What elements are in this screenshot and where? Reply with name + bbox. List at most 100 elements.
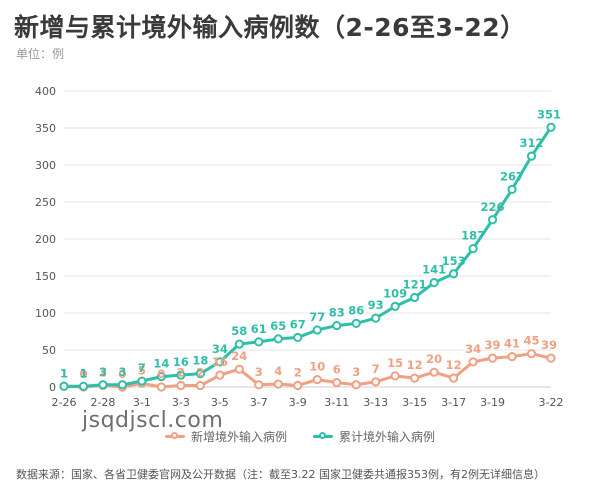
- x-tick-label: 3-13: [363, 396, 388, 409]
- data-label-cumulative: 65: [270, 319, 286, 333]
- data-label-new: 20: [426, 352, 442, 366]
- data-label-cumulative: 14: [153, 357, 169, 371]
- data-label-cumulative: 312: [520, 136, 544, 150]
- data-point-new: [507, 352, 517, 362]
- data-label-cumulative: 77: [309, 310, 325, 324]
- data-point-new: [546, 353, 556, 363]
- x-tick-label: 3-19: [480, 396, 505, 409]
- data-point-cumulative: [59, 381, 69, 391]
- data-label-cumulative: 109: [383, 286, 407, 300]
- data-point-cumulative: [78, 381, 89, 391]
- data-label-new: 10: [309, 360, 325, 374]
- data-label-new: 0: [157, 367, 165, 381]
- data-label-cumulative: 1: [60, 366, 68, 380]
- data-point-cumulative: [234, 339, 244, 349]
- x-tick-label: 3-3: [172, 396, 190, 409]
- data-label-new: 39: [485, 338, 501, 352]
- data-point-new: [332, 377, 342, 388]
- legend-label-cumulative: 累计境外输入病例: [339, 430, 436, 444]
- data-label-cumulative: 93: [368, 298, 384, 312]
- data-label-new: 45: [524, 334, 540, 348]
- data-point-new: [526, 349, 537, 359]
- data-point-cumulative: [351, 318, 361, 328]
- data-label-cumulative: 34: [212, 342, 228, 356]
- data-label-cumulative: 153: [442, 254, 466, 268]
- data-point-cumulative: [312, 325, 322, 335]
- y-tick-label: 200: [35, 233, 56, 246]
- data-label-cumulative: 267: [500, 169, 524, 183]
- data-label-cumulative: 58: [231, 324, 247, 338]
- data-point-cumulative: [449, 269, 459, 279]
- data-label-cumulative: 1: [79, 366, 87, 380]
- y-tick-label: 50: [42, 344, 56, 357]
- chart-title: 新增与累计境外输入病例数（2-26至3-22）: [14, 13, 526, 42]
- data-label-new: 24: [231, 349, 247, 363]
- data-point-cumulative: [117, 380, 128, 390]
- y-tick-label: 0: [49, 381, 56, 394]
- x-tick-label: 2-26: [52, 396, 77, 409]
- data-label-new: 39: [541, 338, 557, 352]
- legend-swatch-new: [165, 432, 185, 439]
- y-tick-label: 400: [35, 85, 56, 98]
- data-label-cumulative: 3: [118, 365, 126, 379]
- data-point-cumulative: [468, 244, 478, 254]
- y-tick-label: 350: [35, 122, 56, 135]
- data-point-new: [234, 364, 244, 374]
- data-label-new: 2: [294, 366, 302, 380]
- data-point-cumulative: [273, 334, 283, 344]
- data-label-new: 6: [333, 363, 341, 377]
- x-tick-label: 3-1: [133, 396, 151, 409]
- data-label-new: 3: [352, 365, 360, 379]
- watermark: jsqdjscl.com: [82, 408, 224, 433]
- data-label-new: 12: [446, 358, 462, 372]
- data-point-cumulative: [215, 357, 225, 367]
- data-label-cumulative: 18: [192, 354, 208, 368]
- data-label-new: 4: [274, 364, 282, 378]
- data-point-new: [487, 353, 498, 363]
- data-label-new: 2: [177, 366, 185, 380]
- data-point-cumulative: [390, 301, 400, 311]
- data-label-cumulative: 86: [348, 303, 364, 317]
- data-label-cumulative: 187: [461, 229, 485, 243]
- data-point-new: [273, 379, 283, 389]
- data-point-cumulative: [176, 370, 186, 380]
- legend-item-new: 新增境外输入病例: [165, 428, 287, 445]
- chart-legend: 新增境外输入病例 累计境外输入病例: [165, 428, 435, 445]
- x-tick-label: 3-11: [324, 396, 349, 409]
- data-label-new: 2: [196, 366, 204, 380]
- data-point-cumulative: [293, 332, 303, 343]
- data-point-cumulative: [507, 184, 517, 195]
- x-tick-label: 3-22: [539, 396, 564, 409]
- data-label-cumulative: 16: [173, 355, 189, 369]
- data-label-new: 15: [387, 356, 403, 370]
- data-point-new: [410, 373, 420, 383]
- x-tick-label: 3-17: [441, 396, 466, 409]
- data-point-new: [176, 380, 186, 391]
- data-label-new: 7: [372, 362, 380, 376]
- x-tick-label: 3-5: [211, 396, 229, 409]
- data-label-new: 0: [118, 367, 126, 381]
- data-label-cumulative: 141: [422, 263, 446, 277]
- y-tick-label: 150: [35, 270, 56, 283]
- data-point-cumulative: [195, 369, 205, 379]
- data-label-cumulative: 67: [290, 317, 306, 331]
- data-label-cumulative: 7: [138, 361, 146, 375]
- y-tick-label: 300: [35, 159, 56, 172]
- data-point-new: [429, 367, 439, 377]
- data-point-cumulative: [371, 313, 381, 323]
- data-label-new: 34: [465, 342, 481, 356]
- y-tick-label: 250: [35, 196, 56, 209]
- data-point-new: [215, 370, 225, 380]
- data-point-new: [254, 380, 264, 390]
- data-point-cumulative: [546, 122, 556, 132]
- data-label-new: 16: [212, 355, 228, 369]
- unit-label: 单位：例: [16, 47, 65, 61]
- data-point-new: [312, 375, 322, 385]
- data-label-cumulative: 121: [403, 277, 427, 291]
- data-point-cumulative: [98, 380, 108, 390]
- data-point-new: [371, 377, 381, 387]
- data-label-cumulative: 83: [329, 306, 345, 320]
- data-label-new: 3: [255, 365, 263, 379]
- data-label-new: 5: [138, 363, 146, 377]
